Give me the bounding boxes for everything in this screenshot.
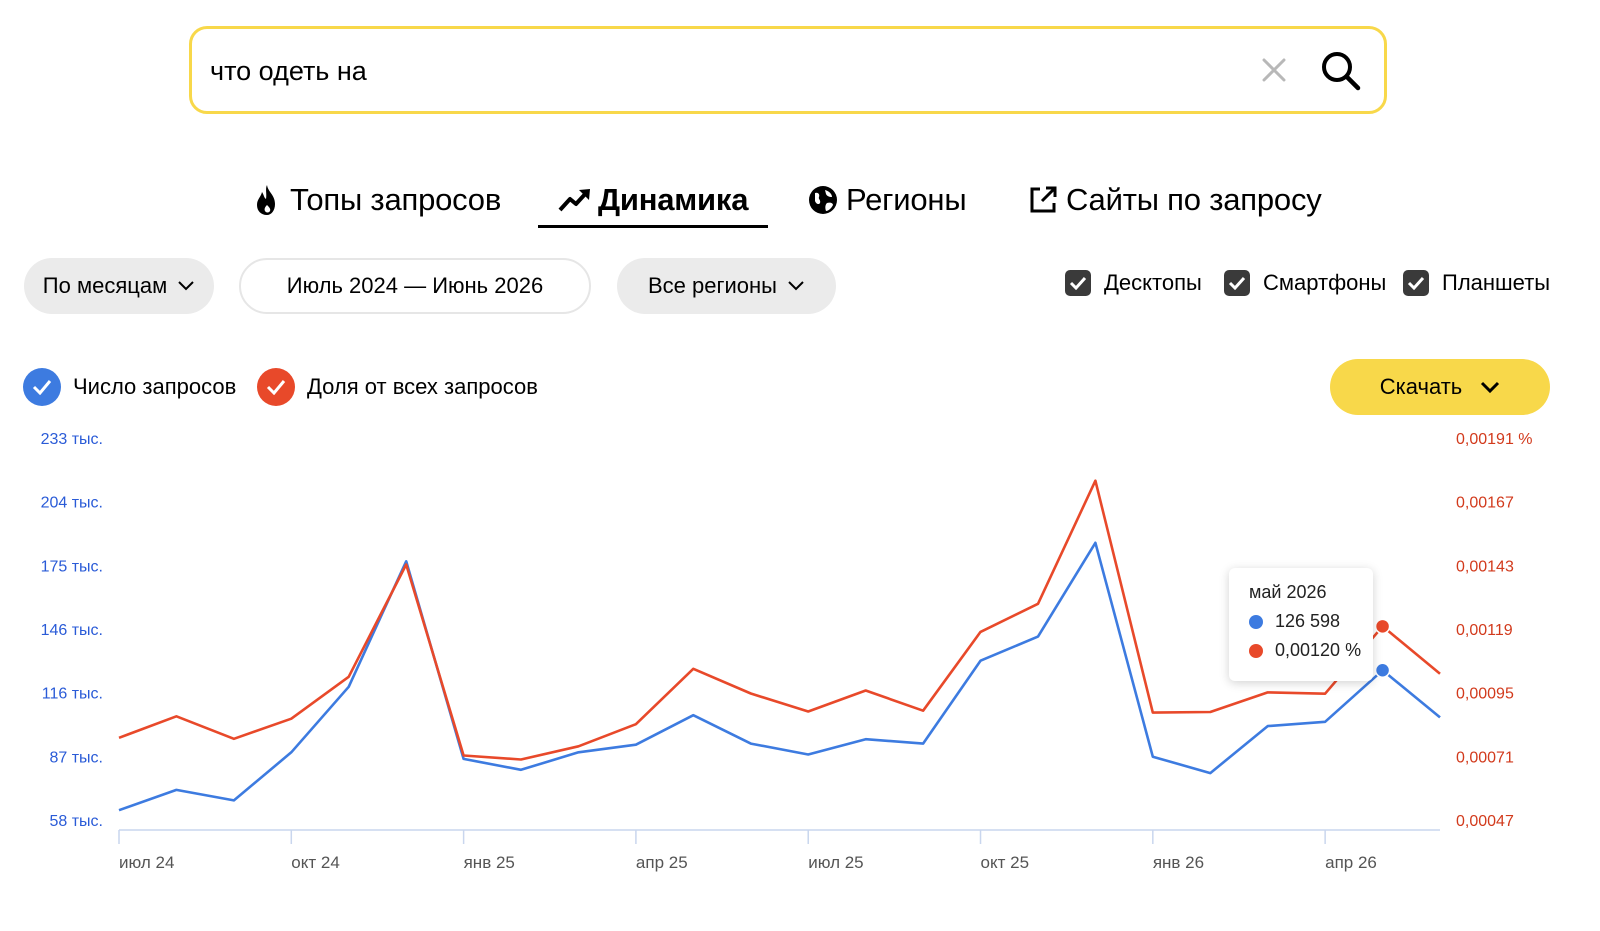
y-tick-label-left: 87 тыс. [49,749,103,766]
y-tick-label-left: 116 тыс. [42,686,103,703]
tooltip-row-count: 126 598 [1249,611,1373,632]
tab-dynamics[interactable]: Динамика [537,176,769,228]
x-tick-label: апр 26 [1325,853,1377,872]
y-tick-label-right: 0,00071 [1456,749,1514,766]
clear-search-icon[interactable] [1259,55,1289,85]
globe-icon [806,183,840,217]
legend-label: Число запросов [73,374,237,399]
x-tick-label: янв 25 [464,853,515,872]
legend-query-count[interactable]: Число запросов [23,368,236,406]
checkbox-label: Десктопы [1104,270,1202,295]
checkmark-icon [1403,270,1429,296]
search-box [189,26,1387,114]
checkbox-label: Планшеты [1442,270,1551,295]
series-line-share [118,479,1441,761]
chart-tooltip: май 2026 126 598 0,00120 % [1229,568,1373,681]
checkmark-icon [1065,270,1091,296]
checkbox-label: Смартфоны [1263,270,1387,295]
y-tick-label-right: 0,00119 [1456,622,1513,639]
y-tick-label-right: 0,00095 [1456,686,1514,703]
region-select[interactable]: Все регионы [617,258,836,314]
checkmark-icon [1224,270,1250,296]
check-circle-icon [257,368,295,406]
date-range-picker[interactable]: Июль 2024 — Июнь 2026 [239,258,591,314]
date-range-label: Июль 2024 — Июнь 2026 [286,273,544,298]
chevron-down-icon [788,281,804,291]
region-label: Все регионы [647,273,777,298]
x-tick-label: апр 25 [636,853,688,872]
legend-label: Доля от всех запросов [307,374,538,399]
x-tick-label: июл 25 [808,853,863,872]
period-label: По месяцам [42,273,168,298]
tab-top-queries[interactable]: Топы запросов [250,176,501,224]
tab-label: Регионы [846,182,967,217]
y-tick-label-right: 0,00143 [1456,558,1514,575]
legend-share[interactable]: Доля от всех запросов [257,368,538,406]
checkbox-smartphones[interactable]: Смартфоны [1224,270,1386,296]
download-label: Скачать [1379,374,1463,399]
y-tick-label-left: 146 тыс. [41,622,103,639]
y-tick-label-right: 0,00191 % [1456,431,1533,448]
red-dot-icon [1249,643,1263,658]
y-tick-label-left: 233 тыс. [41,431,103,448]
x-tick-label: окт 24 [291,853,340,872]
blue-dot-icon [1249,614,1263,629]
search-icon[interactable] [1319,49,1363,93]
chevron-down-icon [1481,381,1500,394]
checkbox-tablets[interactable]: Планшеты [1403,270,1550,296]
dynamics-chart: 233 тыс. 204 тыс. 175 тыс. 146 тыс. 116 тыс.… [41,431,1533,872]
y-tick-label-left: 58 тыс. [49,813,103,830]
tooltip-share: 0,00120 % [1275,640,1362,660]
chevron-down-icon [178,281,194,291]
tab-sites[interactable]: Сайты по запросу [1026,176,1322,224]
x-tick-label: янв 26 [1153,853,1204,872]
x-tick-label: окт 25 [981,853,1030,872]
trend-up-icon [558,183,592,217]
y-tick-label-left: 204 тыс. [41,495,103,512]
check-circle-icon [23,368,61,406]
tabs-bar: Топы запросов Динамика Регионы Сайты по … [0,176,1600,228]
external-link-icon [1026,183,1060,217]
tooltip-count: 126 598 [1275,611,1341,631]
series-line-query-count [118,541,1441,812]
highlight-point-count [1374,662,1391,679]
highlight-point-share [1374,618,1391,635]
checkbox-desktops[interactable]: Десктопы [1065,270,1202,296]
download-button[interactable]: Скачать [1330,359,1550,415]
tab-label: Топы запросов [290,182,502,217]
period-select[interactable]: По месяцам [24,258,214,314]
y-tick-label-right: 0,00167 [1456,495,1514,512]
tab-label: Динамика [598,182,749,217]
x-tick-label: июл 24 [119,853,174,872]
y-tick-label-left: 175 тыс. [41,558,103,575]
tab-regions[interactable]: Регионы [806,176,967,224]
search-input[interactable] [210,51,1210,91]
tooltip-row-share: 0,00120 % [1249,640,1373,661]
flame-icon [250,183,284,217]
tooltip-title: май 2026 [1249,582,1327,602]
y-tick-label-right: 0,00047 [1456,813,1514,830]
tab-label: Сайты по запросу [1066,182,1322,217]
